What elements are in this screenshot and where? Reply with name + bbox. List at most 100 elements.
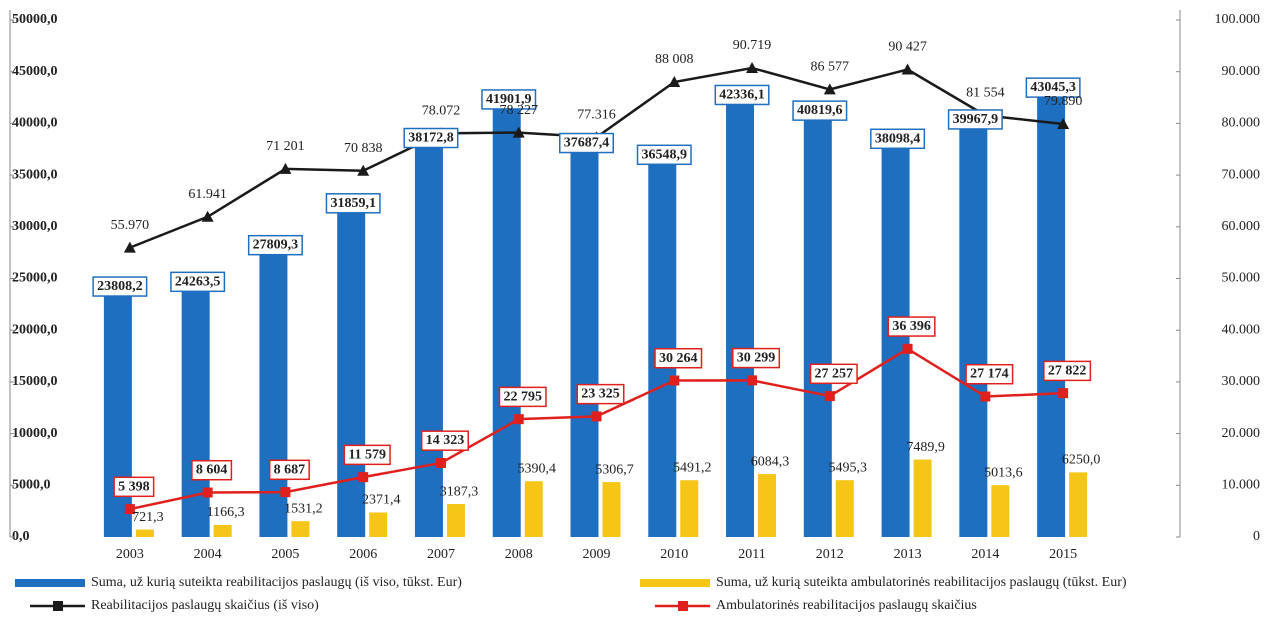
line-label-box [809, 363, 858, 385]
x-tick-label: 2005 [271, 547, 299, 562]
bar-label-group: 43045,3 [1025, 77, 1081, 98]
y-tick-label: 50000,0 [12, 12, 58, 27]
bar-label-box [325, 193, 381, 214]
bar-label-box [947, 109, 1003, 130]
point [747, 375, 758, 386]
bar-label-group: 37687,4 [559, 132, 614, 154]
line-label-box [113, 476, 155, 498]
line-label-box [191, 459, 233, 481]
point [357, 164, 370, 176]
line-label: 78 227 [499, 103, 538, 118]
y2-tick-label: 10.000 [1222, 478, 1261, 493]
bar-label: 24263,5 [175, 274, 221, 289]
line-label: 78.072 [422, 104, 461, 119]
line-label: 88 008 [655, 52, 694, 67]
line-label-group: 5 398 [113, 476, 155, 498]
bar [213, 524, 232, 537]
x-tick-label: 2006 [349, 547, 377, 562]
bar-label: 41901,9 [486, 92, 532, 107]
legend-marker [53, 601, 63, 611]
bar-label: 31859,1 [330, 196, 376, 211]
bar-label-box [403, 127, 459, 149]
x-tick-label: 2008 [505, 547, 533, 562]
line-label-group: 8 687 [268, 459, 310, 481]
line-label-box [343, 444, 391, 466]
bar [835, 480, 854, 537]
line-label-group: 30 299 [732, 347, 781, 369]
line-label-group: 23 325 [576, 383, 625, 405]
point [669, 375, 680, 386]
x-tick-label: 2013 [894, 547, 922, 562]
line-label: 71 201 [266, 139, 305, 154]
bar-label: 43045,3 [1030, 80, 1076, 95]
y-tick-label: 15000,0 [12, 374, 58, 389]
line-label: 77.316 [577, 107, 616, 122]
line-label: 79.890 [1044, 94, 1083, 109]
legend-label: Suma, už kurią suteikta reabilitacijos p… [91, 575, 462, 590]
bar-label-box [714, 84, 770, 106]
x-tick-label: 2011 [738, 547, 765, 562]
bar-label: 38172,8 [408, 131, 454, 146]
y2-tick-label: 70.000 [1222, 167, 1261, 182]
bar [103, 290, 132, 537]
bar-label-box [636, 144, 692, 166]
point [513, 414, 524, 425]
bar [291, 521, 310, 537]
line-label-group: 22 795 [498, 386, 547, 408]
bar-label: 36548,9 [642, 147, 688, 162]
line-label: 90.719 [733, 38, 772, 53]
bar-label-box [559, 132, 614, 154]
bar-label: 5013,6 [984, 465, 1023, 480]
bar [1037, 91, 1066, 538]
bar-label-group: 24263,5 [170, 271, 226, 293]
point [901, 63, 914, 75]
line-label: 55.970 [111, 218, 150, 233]
bar [758, 474, 777, 537]
line-label-box [420, 430, 469, 451]
legend-label: Suma, už kurią suteikta ambulatorinės re… [716, 575, 1127, 590]
y2-tick-label: 50.000 [1222, 271, 1261, 286]
bar-label-box [170, 271, 226, 293]
bar-label-group: 27809,3 [247, 234, 303, 256]
bar-label: 721,3 [132, 510, 164, 525]
bar [369, 512, 388, 537]
bar-label: 37687,4 [564, 136, 610, 151]
bar-label: 6084,3 [751, 454, 790, 469]
legend-label: Ambulatorinės reabilitacijos paslaugų sk… [716, 598, 977, 613]
line-label: 8 604 [196, 463, 228, 478]
line-label: 27 174 [970, 367, 1009, 382]
bar [414, 142, 443, 537]
point [746, 61, 759, 73]
line-label-group: 11 579 [343, 444, 391, 466]
bar-label-box [92, 276, 148, 297]
bar-label-group: 42336,1 [714, 84, 770, 106]
bar-label: 1531,2 [284, 501, 323, 516]
bar-label-group: 40819,6 [792, 100, 848, 121]
point [980, 391, 991, 402]
line-label: 36 396 [892, 319, 931, 334]
bar [991, 485, 1010, 537]
line-label: 30 264 [659, 351, 698, 366]
line-label-box [965, 363, 1014, 385]
line-label-group: 14 323 [420, 430, 469, 451]
point [1058, 388, 1069, 399]
bar [181, 286, 210, 537]
line-label-group: 36 396 [887, 316, 936, 337]
bar-label: 23808,2 [97, 279, 143, 294]
bar-label: 5306,7 [595, 462, 634, 477]
bar-label: 40819,6 [797, 103, 843, 118]
point [280, 487, 291, 498]
x-tick-label: 2012 [816, 547, 844, 562]
bar-label-box [1025, 77, 1081, 98]
x-tick-label: 2010 [660, 547, 688, 562]
line-label: 30 299 [737, 351, 776, 366]
point [512, 126, 525, 138]
y-tick-label: 0,0 [12, 529, 30, 544]
x-tick-label: 2007 [427, 547, 455, 562]
bar-label: 2371,4 [362, 493, 401, 508]
line-label: 11 579 [348, 447, 386, 462]
bar-label-box [247, 234, 303, 256]
bar [913, 459, 932, 537]
bar-label: 5390,4 [517, 461, 556, 476]
